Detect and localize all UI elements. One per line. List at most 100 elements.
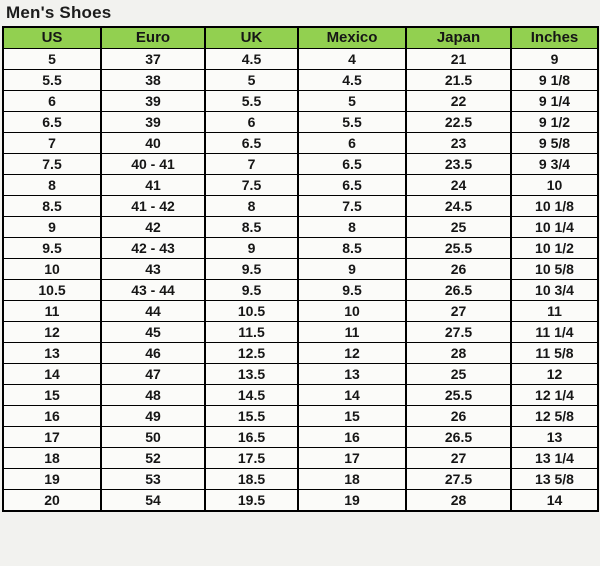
table-cell: 11 <box>510 300 599 322</box>
table-cell: 16.5 <box>204 426 299 448</box>
table-cell: 12.5 <box>204 342 299 364</box>
table-cell: 7.5 <box>204 174 299 196</box>
table-cell: 11 1/4 <box>510 321 599 343</box>
table-cell: 12 <box>510 363 599 385</box>
table-cell: 10 1/8 <box>510 195 599 217</box>
table-cell: 10 1/4 <box>510 216 599 238</box>
column-header-japan: Japan <box>405 26 512 49</box>
table-row: 13 46 12.5 12 28 11 5/8 <box>2 342 599 364</box>
table-cell: 14 <box>2 363 102 385</box>
table-cell: 27 <box>405 300 512 322</box>
table-cell: 43 <box>100 258 206 280</box>
table-cell: 10.5 <box>2 279 102 301</box>
table-cell: 49 <box>100 405 206 427</box>
table-cell: 14 <box>297 384 407 406</box>
table-cell: 12 <box>297 342 407 364</box>
table-cell: 5.5 <box>297 111 407 133</box>
shoe-size-conversion-table: US Euro UK Mexico Japan Inches 5 37 4.5 4 21 9 5.5 3… <box>2 26 599 512</box>
table-cell: 11.5 <box>204 321 299 343</box>
table-row: 6.5 39 6 5.5 22.5 9 1/2 <box>2 111 599 133</box>
table-cell: 8.5 <box>2 195 102 217</box>
table-row: 11 44 10.5 10 27 11 <box>2 300 599 322</box>
table-cell: 37 <box>100 48 206 70</box>
table-cell: 48 <box>100 384 206 406</box>
table-cell: 13 1/4 <box>510 447 599 469</box>
table-row: 5.5 38 5 4.5 21.5 9 1/8 <box>2 69 599 91</box>
table-cell: 10 5/8 <box>510 258 599 280</box>
table-cell: 14 <box>510 489 599 512</box>
table-cell: 13 5/8 <box>510 468 599 490</box>
table-row: 10.5 43 - 44 9.5 9.5 26.5 10 3/4 <box>2 279 599 301</box>
table-cell: 6 <box>204 111 299 133</box>
table-header-row: US Euro UK Mexico Japan Inches <box>2 26 599 49</box>
table-cell: 12 5/8 <box>510 405 599 427</box>
table-row: 16 49 15.5 15 26 12 5/8 <box>2 405 599 427</box>
table-cell: 8 <box>204 195 299 217</box>
table-cell: 6 <box>2 90 102 112</box>
page-title: Men's Shoes <box>6 3 112 22</box>
table-cell: 26.5 <box>405 279 512 301</box>
column-header-uk: UK <box>204 26 299 49</box>
table-cell: 9 5/8 <box>510 132 599 154</box>
table-cell: 15 <box>297 405 407 427</box>
table-cell: 7 <box>204 153 299 175</box>
table-cell: 13 <box>297 363 407 385</box>
table-cell: 28 <box>405 489 512 512</box>
column-header-euro: Euro <box>100 26 206 49</box>
table-row: 9.5 42 - 43 9 8.5 25.5 10 1/2 <box>2 237 599 259</box>
table-row: 12 45 11.5 11 27.5 11 1/4 <box>2 321 599 343</box>
table-cell: 9 <box>510 48 599 70</box>
table-row: 17 50 16.5 16 26.5 13 <box>2 426 599 448</box>
table-cell: 9 <box>2 216 102 238</box>
table-cell: 24.5 <box>405 195 512 217</box>
table-cell: 6.5 <box>297 174 407 196</box>
table-cell: 9.5 <box>2 237 102 259</box>
table-row: 19 53 18.5 18 27.5 13 5/8 <box>2 468 599 490</box>
table-cell: 9 1/2 <box>510 111 599 133</box>
table-cell: 6.5 <box>204 132 299 154</box>
table-cell: 45 <box>100 321 206 343</box>
table-cell: 54 <box>100 489 206 512</box>
table-cell: 18.5 <box>204 468 299 490</box>
table-cell: 8 <box>2 174 102 196</box>
table-cell: 7.5 <box>2 153 102 175</box>
table-cell: 19 <box>297 489 407 512</box>
table-row: 5 37 4.5 4 21 9 <box>2 48 599 70</box>
table-cell: 25 <box>405 363 512 385</box>
table-cell: 15.5 <box>204 405 299 427</box>
table-cell: 40 <box>100 132 206 154</box>
column-header-mexico: Mexico <box>297 26 407 49</box>
table-cell: 12 1/4 <box>510 384 599 406</box>
table-cell: 26 <box>405 405 512 427</box>
table-cell: 5 <box>297 90 407 112</box>
table-cell: 11 <box>297 321 407 343</box>
table-cell: 13 <box>510 426 599 448</box>
table-cell: 23 <box>405 132 512 154</box>
table-cell: 42 <box>100 216 206 238</box>
table-cell: 9.5 <box>297 279 407 301</box>
table-cell: 10.5 <box>204 300 299 322</box>
table-cell: 7 <box>2 132 102 154</box>
table-cell: 52 <box>100 447 206 469</box>
table-cell: 18 <box>2 447 102 469</box>
table-cell: 20 <box>2 489 102 512</box>
table-cell: 41 - 42 <box>100 195 206 217</box>
table-body: 5 37 4.5 4 21 9 5.5 38 5 4.5 21.5 9 1/8 6 39 5.5 5 22 9 1… <box>2 48 599 512</box>
table-cell: 41 <box>100 174 206 196</box>
table-cell: 46 <box>100 342 206 364</box>
table-cell: 43 - 44 <box>100 279 206 301</box>
table-cell: 16 <box>2 405 102 427</box>
table-cell: 9 1/8 <box>510 69 599 91</box>
table-cell: 53 <box>100 468 206 490</box>
table-cell: 4.5 <box>297 69 407 91</box>
table-row: 18 52 17.5 17 27 13 1/4 <box>2 447 599 469</box>
table-cell: 9.5 <box>204 258 299 280</box>
table-cell: 5.5 <box>204 90 299 112</box>
table-cell: 10 <box>2 258 102 280</box>
column-header-us: US <box>2 26 102 49</box>
table-cell: 19.5 <box>204 489 299 512</box>
table-cell: 6.5 <box>297 153 407 175</box>
table-cell: 19 <box>2 468 102 490</box>
table-row: 7 40 6.5 6 23 9 5/8 <box>2 132 599 154</box>
